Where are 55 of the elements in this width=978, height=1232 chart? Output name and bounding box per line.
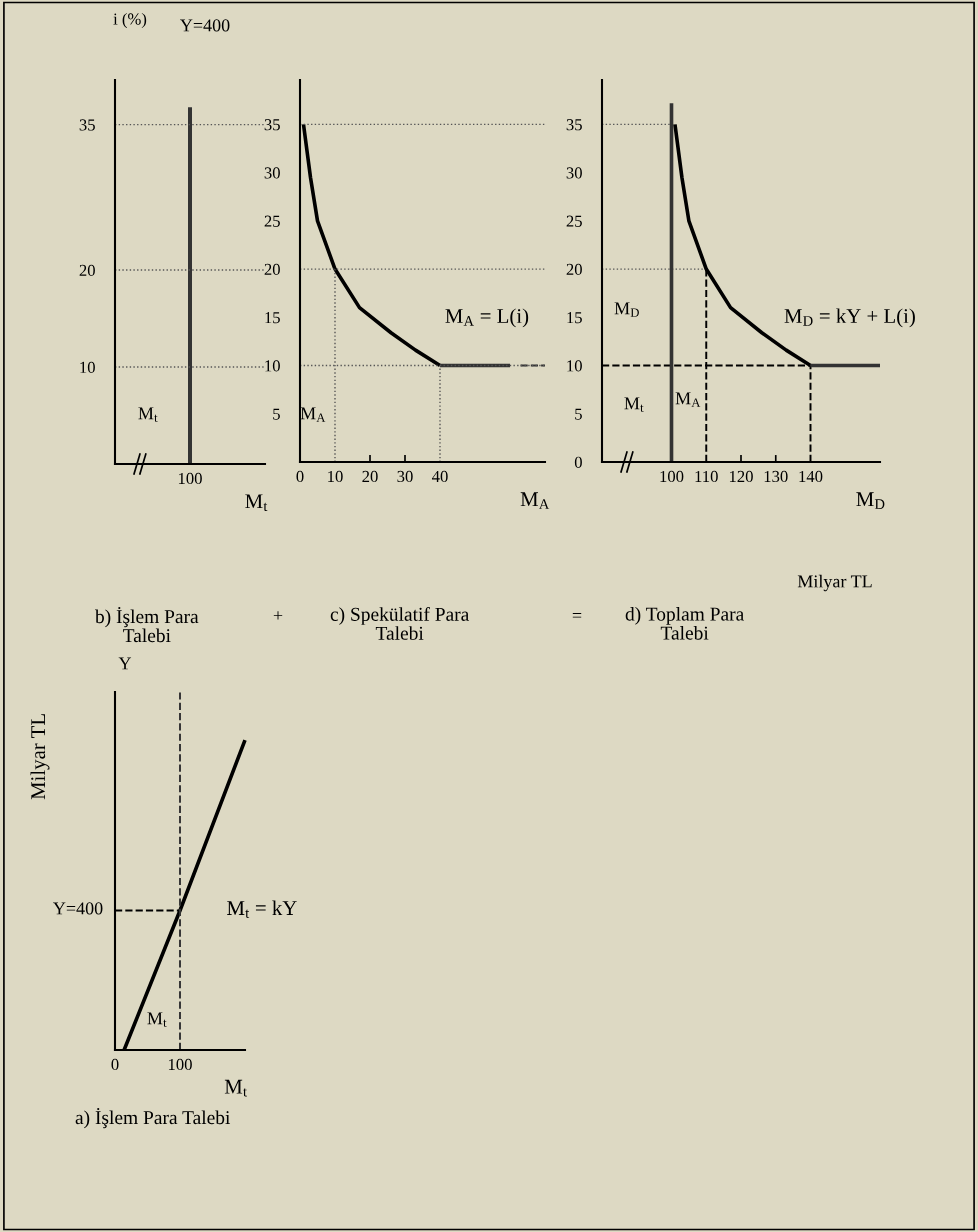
y-tick-label: 35 bbox=[79, 119, 95, 131]
y-tick-label: 15 bbox=[265, 312, 280, 324]
annotation: M$_{t}$ bbox=[624, 397, 644, 412]
text: c) Spekülatif Para Talebi bbox=[330, 607, 470, 640]
x-tick-label: 30 bbox=[397, 470, 413, 483]
x-tick-label: 130 bbox=[764, 470, 788, 483]
text: = bbox=[572, 613, 582, 618]
x-tick-label: 110 bbox=[695, 470, 718, 483]
text: Y=400 bbox=[53, 902, 103, 915]
y-tick-label: 0 bbox=[574, 456, 582, 468]
x-axis-title: M$_{D}$ bbox=[856, 492, 885, 509]
y-tick-label: 15 bbox=[567, 312, 582, 324]
y-tick-label: 5 bbox=[575, 408, 582, 420]
annotation: M$_{A}$ bbox=[300, 407, 326, 422]
text: + bbox=[273, 611, 283, 620]
text: Y=400 bbox=[180, 19, 230, 32]
y-tick-label: 25 bbox=[264, 215, 280, 227]
x-tick-label: 120 bbox=[729, 470, 753, 483]
x-tick-label: 100 bbox=[178, 472, 202, 485]
y-tick-label: 30 bbox=[566, 167, 582, 179]
y-tick-label: 20 bbox=[566, 263, 582, 276]
x-tick-label: 100 bbox=[168, 1058, 192, 1071]
y-tick-label: 10 bbox=[567, 360, 582, 372]
y-tick-label: 35 bbox=[264, 119, 280, 131]
y-tick-label: 5 bbox=[273, 408, 280, 420]
y-tick-label: 20 bbox=[79, 264, 95, 277]
annotation: M$_{D}$ bbox=[614, 302, 639, 317]
x-axis-title: M$_{A}$ bbox=[520, 492, 550, 509]
y-axis-title: i (%) bbox=[113, 12, 147, 28]
annotation: M$_{A}$ = L(i) bbox=[445, 308, 529, 328]
annotation: M$_{t}$ bbox=[138, 407, 158, 422]
y-tick-label: 25 bbox=[566, 215, 582, 227]
y-tick-label: 10 bbox=[80, 361, 95, 373]
y-tick-label: 30 bbox=[264, 167, 280, 179]
y-tick-label: 20 bbox=[264, 263, 280, 276]
text: a) İşlem Para Talebi bbox=[75, 1108, 231, 1129]
text: d) Toplam Para Talebi bbox=[625, 607, 744, 640]
x-tick-label: 20 bbox=[362, 470, 378, 483]
x-tick-label: 140 bbox=[799, 470, 823, 483]
x-tick-label: 0 bbox=[296, 470, 304, 483]
annotation: M$_{t}$ = kY bbox=[227, 900, 297, 918]
annotation: M$_{D}$ = kY + L(i) bbox=[784, 308, 915, 328]
annotation: M$_{A}$ bbox=[675, 392, 701, 407]
x-tick-label: 100 bbox=[660, 470, 684, 483]
y-tick-label: 10 bbox=[265, 360, 280, 372]
x-axis-title: M$_{t}$ bbox=[245, 494, 268, 512]
annotation: M$_{t}$ bbox=[147, 1012, 167, 1027]
x-tick-label: 10 bbox=[328, 470, 343, 483]
text: b) İşlem Para Talebi bbox=[95, 607, 199, 643]
x-tick-label: 40 bbox=[431, 470, 448, 483]
x-axis-title: M$_{t}$ bbox=[224, 1079, 247, 1097]
y-tick-label: 35 bbox=[566, 119, 582, 131]
text: Y bbox=[118, 657, 132, 670]
y-axis-title: Milyar TL bbox=[30, 714, 50, 800]
text: Milyar TL bbox=[797, 574, 872, 592]
